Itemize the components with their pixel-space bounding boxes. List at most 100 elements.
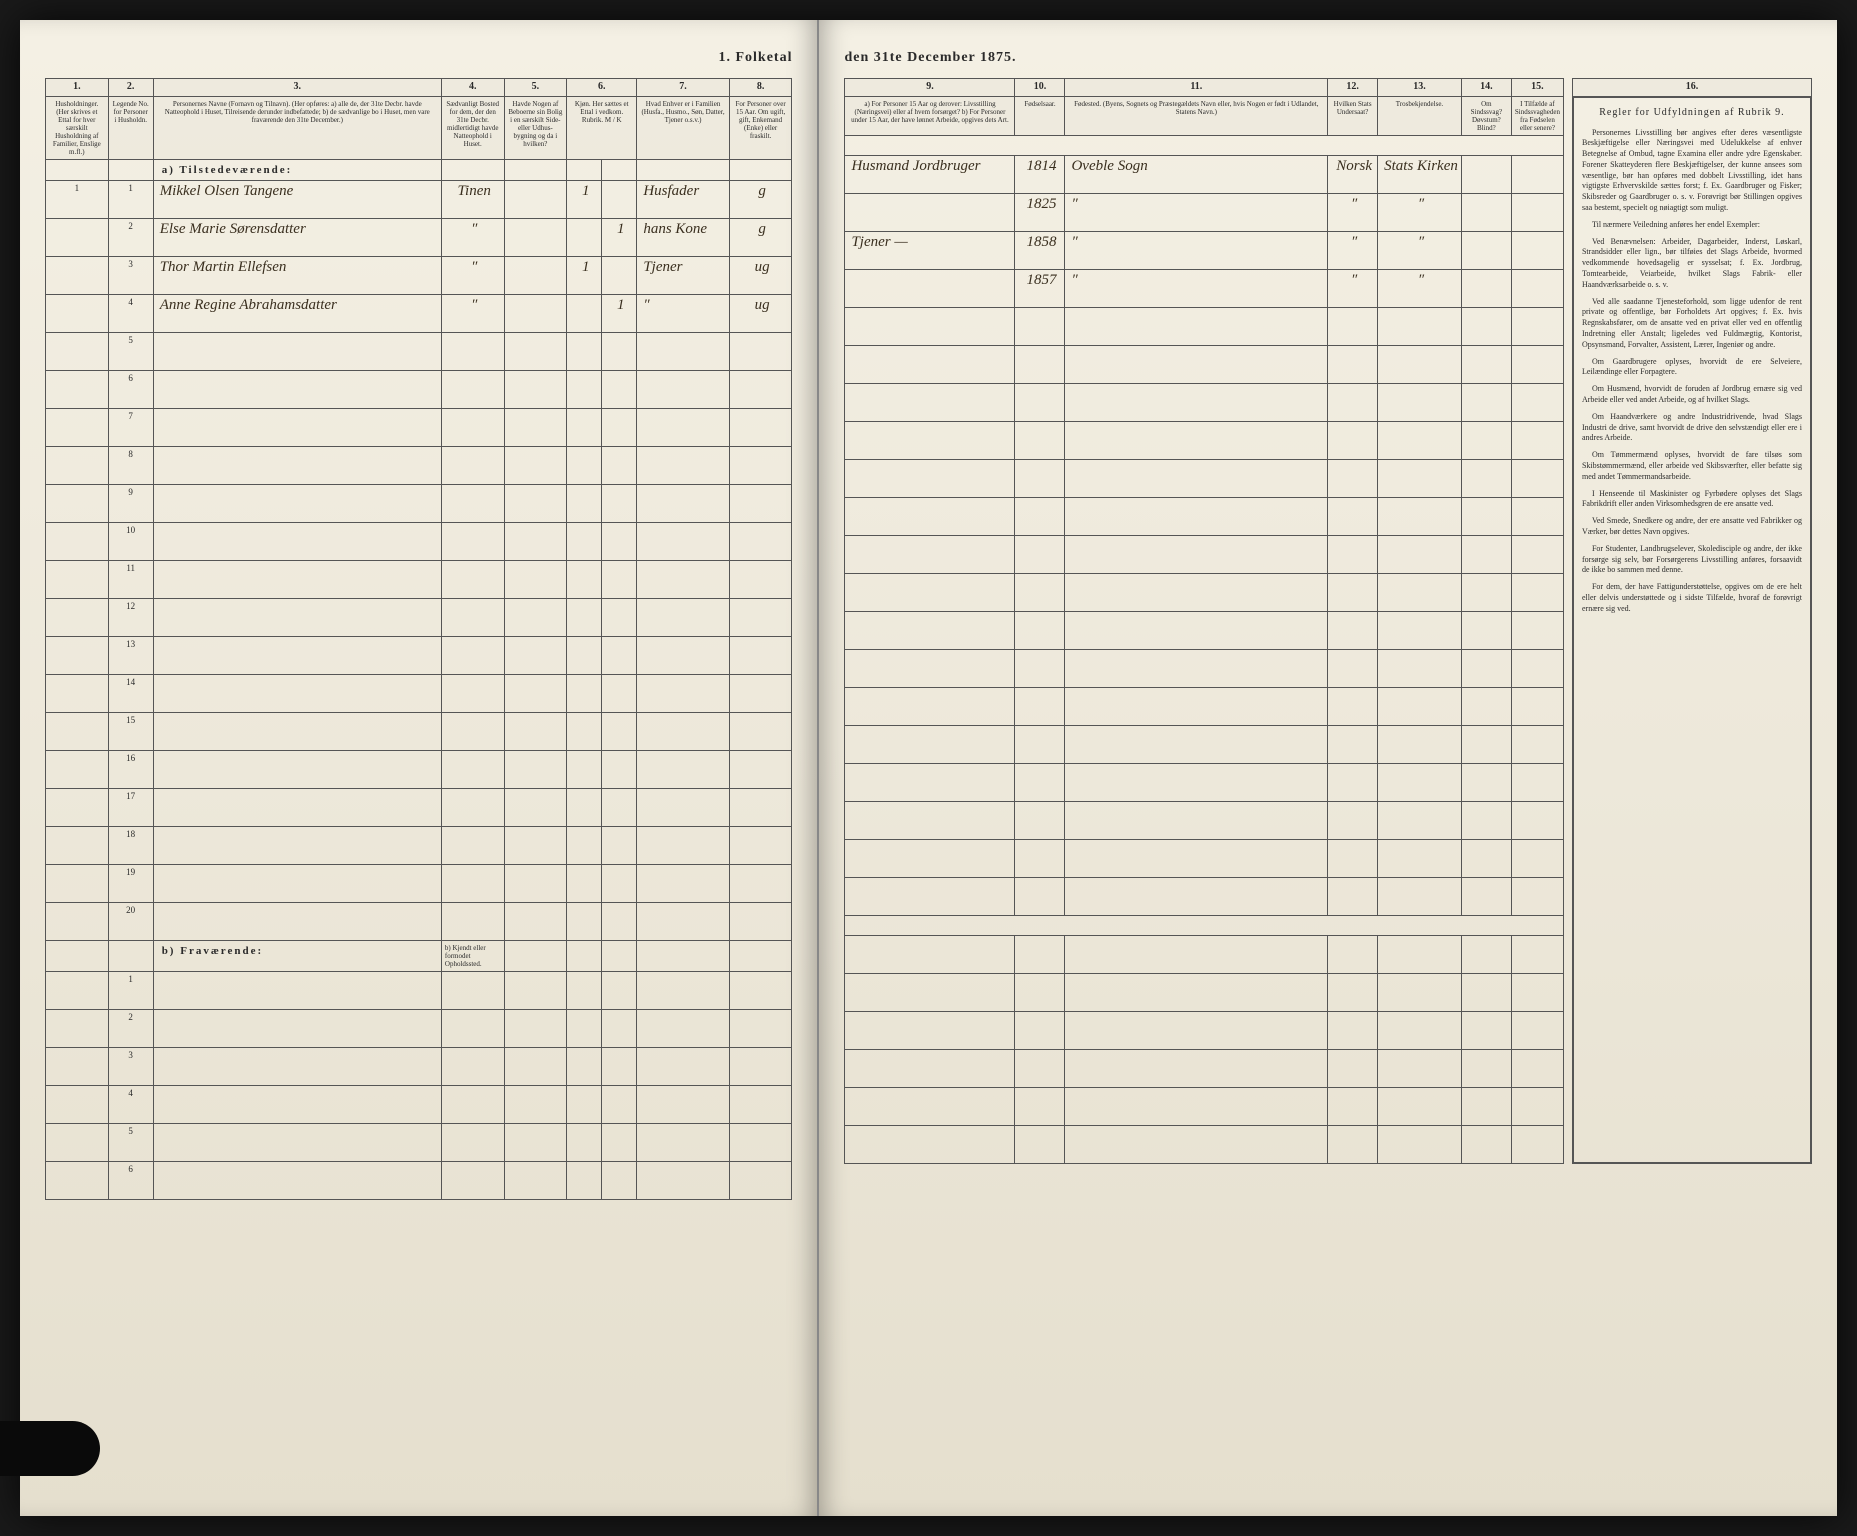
hh-num — [46, 485, 109, 523]
bosted-cell — [441, 751, 504, 789]
rules-paragraph: I Henseende til Maskinister og Fyrbødere… — [1582, 489, 1802, 511]
person-num: 18 — [108, 827, 153, 865]
citizenship-cell — [1328, 384, 1378, 422]
civil-cell — [729, 713, 792, 751]
occupation-cell — [845, 346, 1015, 384]
family-cell — [637, 485, 729, 523]
table-row — [845, 1050, 1564, 1088]
name-cell — [153, 713, 441, 751]
bosted-cell — [441, 485, 504, 523]
family-cell: ″ — [637, 295, 729, 333]
birthyear-cell — [1015, 384, 1065, 422]
table-row: 15 — [46, 713, 792, 751]
faith-cell — [1378, 384, 1462, 422]
citizenship-cell — [1328, 346, 1378, 384]
birthplace-cell — [1065, 498, 1328, 536]
occupation-cell — [845, 688, 1015, 726]
civil-cell — [729, 751, 792, 789]
citizenship-cell — [1328, 840, 1378, 878]
citizenship-cell — [1328, 764, 1378, 802]
male-cell — [567, 219, 602, 257]
table-row: 3 Thor Martin Ellefsen ″ 1 Tjener ug — [46, 257, 792, 295]
table-row: 6 — [46, 1162, 792, 1200]
female-cell — [602, 561, 637, 599]
table-row: 9 — [46, 485, 792, 523]
faith-cell — [1378, 726, 1462, 764]
civil-cell — [729, 523, 792, 561]
female-cell — [602, 409, 637, 447]
table-row: 5 — [46, 333, 792, 371]
person-num: 10 — [108, 523, 153, 561]
birthplace-cell — [1065, 764, 1328, 802]
hh-num — [46, 827, 109, 865]
table-row: 13 — [46, 637, 792, 675]
rules-paragraph: For dem, der have Fattigunderstøttelse, … — [1582, 582, 1802, 614]
birthyear-cell: 1825 — [1015, 194, 1065, 232]
citizenship-cell: ″ — [1328, 232, 1378, 270]
occupation-cell — [845, 498, 1015, 536]
table-row — [845, 1012, 1564, 1050]
occupation-cell — [845, 536, 1015, 574]
table-row: 4 — [46, 1086, 792, 1124]
table-row: 7 — [46, 409, 792, 447]
birthplace-cell — [1065, 802, 1328, 840]
table-row — [845, 936, 1564, 974]
male-cell — [567, 561, 602, 599]
family-cell — [637, 371, 729, 409]
birthyear-cell — [1015, 498, 1065, 536]
name-cell — [153, 827, 441, 865]
hh-num — [46, 789, 109, 827]
birthplace-cell — [1065, 308, 1328, 346]
person-num: 15 — [108, 713, 153, 751]
civil-cell — [729, 789, 792, 827]
table-row — [845, 498, 1564, 536]
faith-cell — [1378, 422, 1462, 460]
female-cell — [602, 447, 637, 485]
person-num: 3 — [108, 257, 153, 295]
occupation-cell — [845, 764, 1015, 802]
birthplace-cell — [1065, 726, 1328, 764]
hh-num — [46, 409, 109, 447]
occupation-cell — [845, 384, 1015, 422]
citizenship-cell — [1328, 612, 1378, 650]
table-row — [845, 688, 1564, 726]
citizenship-cell — [1328, 574, 1378, 612]
faith-cell — [1378, 764, 1462, 802]
civil-cell — [729, 903, 792, 941]
female-cell: 1 — [602, 219, 637, 257]
table-row — [845, 346, 1564, 384]
family-cell — [637, 903, 729, 941]
faith-cell: ″ — [1378, 232, 1462, 270]
section-b-row: b) Fraværende: b) Kjendt eller formodet … — [46, 941, 792, 972]
rules-paragraph: Ved alle saadanne Tjenesteforhold, som l… — [1582, 297, 1802, 351]
male-cell — [567, 751, 602, 789]
name-cell — [153, 447, 441, 485]
title-left: 1. Folketal — [45, 50, 792, 66]
civil-cell — [729, 599, 792, 637]
name-cell — [153, 561, 441, 599]
civil-cell — [729, 675, 792, 713]
birthyear-cell — [1015, 536, 1065, 574]
bosted-cell — [441, 827, 504, 865]
male-cell — [567, 637, 602, 675]
table-row — [845, 384, 1564, 422]
occupation-cell: Tjener — — [845, 232, 1015, 270]
table-row: Husmand Jordbruger 1814 Oveble Sogn Nors… — [845, 156, 1564, 194]
occupation-cell — [845, 726, 1015, 764]
female-cell — [602, 181, 637, 219]
table-row — [845, 650, 1564, 688]
faith-cell — [1378, 650, 1462, 688]
citizenship-cell: Norsk — [1328, 156, 1378, 194]
family-cell — [637, 865, 729, 903]
occupation-cell — [845, 650, 1015, 688]
name-cell — [153, 523, 441, 561]
rules-title: Regler for Udfyldningen af Rubrik 9. — [1582, 106, 1802, 120]
birthplace-cell: ″ — [1065, 270, 1328, 308]
family-cell — [637, 333, 729, 371]
bosted-cell — [441, 371, 504, 409]
birthyear-cell — [1015, 726, 1065, 764]
person-num: 9 — [108, 485, 153, 523]
civil-cell — [729, 637, 792, 675]
hh-num — [46, 561, 109, 599]
bosted-cell — [441, 637, 504, 675]
